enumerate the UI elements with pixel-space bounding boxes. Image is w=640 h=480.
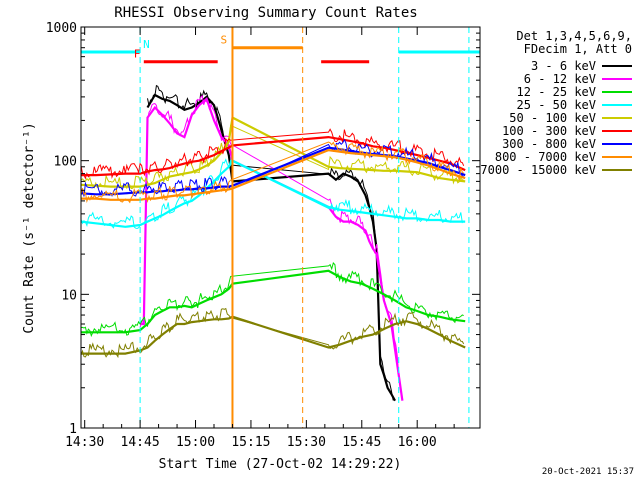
night-marker-label: N [143,38,150,51]
series-noise-3 [80,158,465,230]
series-noise-6 [80,138,464,197]
flare-marker-label: F [134,48,141,61]
x-tick-label: 16:00 [398,435,437,450]
legend-label: 6 - 12 keV [524,72,596,86]
y-tick-label: 1 [69,422,77,437]
y-tick-label: 100 [54,155,77,170]
chart-title: RHESSI Observing Summary Count Rates [114,5,417,21]
legend-label: 3 - 6 keV [531,59,596,73]
y-tick-label: 10 [61,288,77,303]
x-tick-label: 15:15 [231,435,270,450]
legend-label: 100 - 300 keV [502,124,596,138]
series-line-3 [80,159,466,228]
legend: Det 1,3,4,5,6,9, FDecim 1, Att 0 3 - 6 k… [480,29,632,177]
legend-label: 25 - 50 keV [517,98,596,112]
x-tick-label: 14:45 [121,435,160,450]
x-tick-label: 15:00 [176,435,215,450]
x-tick-label: 15:45 [342,435,381,450]
legend-label: 300 - 800 keV [502,137,596,151]
series-noise-4 [80,124,464,190]
y-axis-label: Count Rate (s⁻¹ detector⁻¹) [22,122,37,333]
plot-frame [80,26,481,429]
y-tick-label: 1000 [46,21,77,36]
series-noise-8 [80,307,465,359]
footer-timestamp: 20-Oct-2021 15:37 [542,467,634,477]
legend-label: 50 - 100 keV [509,111,596,125]
legend-header-line-1: Det 1,3,4,5,6,9, [516,29,632,43]
series-noise-0 [147,84,394,401]
x-axis-label: Start Time (27-Oct-02 14:29:22) [159,457,402,472]
legend-label: 7000 - 15000 keV [480,163,596,177]
saa-marker-label: S [220,34,227,47]
legend-header-line-2: FDecim 1, Att 0 [524,42,632,56]
x-tick-label: 14:30 [65,435,104,450]
series-noise-2 [80,262,464,338]
x-tick-label: 15:30 [287,435,326,450]
legend-label: 800 - 7000 keV [495,150,596,164]
series-noise-7 [80,141,465,204]
series-noise-5 [80,128,465,180]
series-line-4 [80,115,466,188]
series-noise-1 [139,94,402,390]
legend-label: 12 - 25 keV [517,85,596,99]
